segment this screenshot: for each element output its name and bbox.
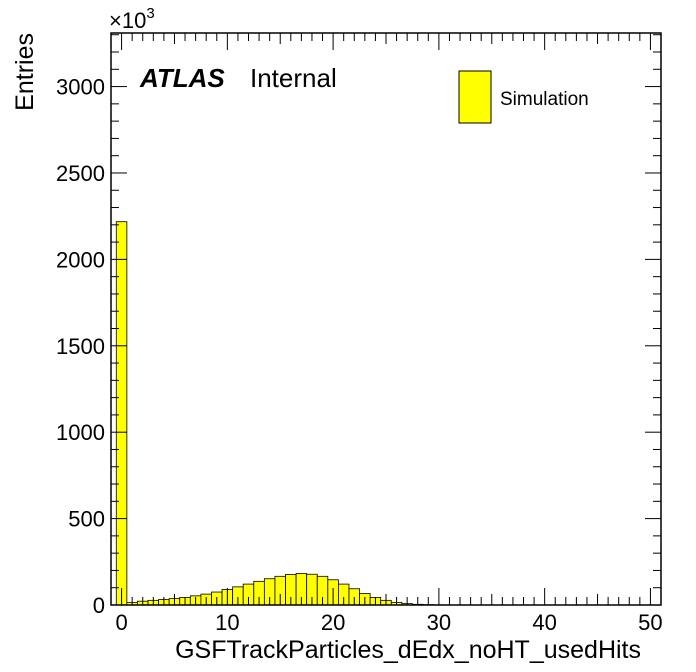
y-multiplier: ×103: [109, 5, 155, 33]
y-tick-label: 1500: [56, 334, 105, 359]
y-tick-label: 0: [93, 593, 105, 618]
y-tick-labels: 0 500 1000 1500 2000 2500 3000: [56, 75, 105, 618]
x-tick-label: 20: [321, 610, 345, 635]
y-multiplier-base: ×10: [109, 8, 146, 33]
atlas-label: ATLAS: [139, 63, 225, 93]
x-tick-label: 50: [638, 610, 662, 635]
legend-swatch: [458, 70, 492, 124]
x-axis-title: GSFTrackParticles_dEdx_noHT_usedHits: [175, 636, 641, 664]
y-multiplier-exponent: 3: [146, 5, 154, 22]
histogram-bars: [115, 221, 498, 606]
legend-label: Simulation: [500, 89, 589, 110]
atlas-status: Internal: [250, 63, 337, 93]
x-tick-label: 0: [115, 610, 127, 635]
axis-ticks: [111, 33, 662, 606]
legend: Simulation: [458, 70, 589, 124]
x-tick-label: 30: [427, 610, 451, 635]
x-tick-labels: 0 10 20 30 40 50: [115, 610, 662, 635]
y-tick-label: 2000: [56, 247, 105, 272]
histogram-bar: [115, 221, 128, 606]
x-tick-label: 10: [215, 610, 239, 635]
y-axis-title: Entries: [11, 33, 39, 111]
y-tick-label: 2500: [56, 161, 105, 186]
y-tick-label: 500: [68, 507, 105, 532]
plot-frame: [110, 32, 662, 606]
x-tick-label: 40: [532, 610, 556, 635]
y-tick-label: 3000: [56, 75, 105, 100]
y-tick-label: 1000: [56, 420, 105, 445]
